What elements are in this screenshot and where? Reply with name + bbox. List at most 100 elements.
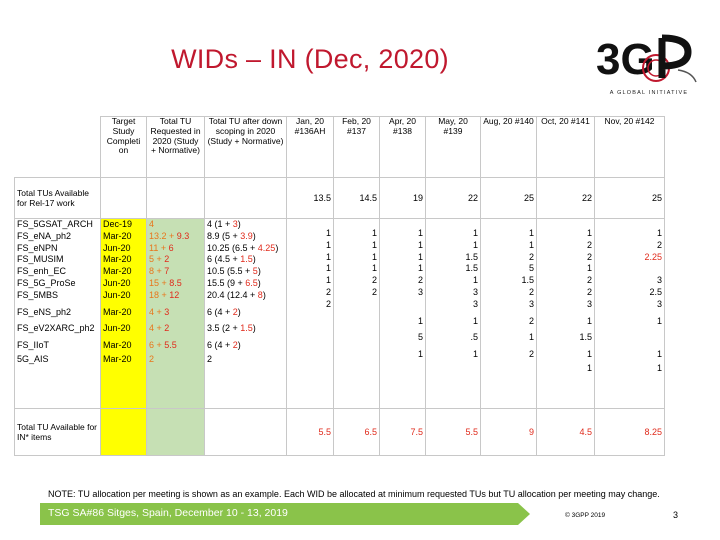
meeting-allocation: 2.5 [649,286,662,297]
total-value: 8.25 [594,408,665,456]
after-close: ) [252,230,256,241]
meeting-allocation [483,363,534,375]
meeting-allocation: 1 [472,349,478,360]
available-empty [204,177,287,219]
available-value: 14.5 [333,177,380,219]
requested-value: 13.2 + 9.3 [149,231,202,243]
header-meeting: Apr, 20 #138 [379,116,426,178]
after-increment: 2 [232,306,238,317]
meeting-allocation: 5 [528,263,534,274]
meeting-allocation [382,363,423,375]
after-base: 4 (1 + [207,219,233,230]
after-value: 3.5 (2 + 1.5) [207,323,284,335]
after-close: ) [275,242,279,253]
after-value: 6 (4.5 + 1.5) [207,254,284,266]
requested-increment: 9.3 [176,230,190,241]
meeting-allocation: 1 [528,332,534,343]
meeting-allocation: 3 [528,298,534,309]
meeting-allocation [336,363,377,375]
meeting-allocation: 1.5 [465,251,478,262]
meeting-allocation: 1 [417,251,423,262]
meeting-allocation: 1 [586,263,592,274]
target-date: Mar-20 [103,266,132,277]
meeting-allocation: 1 [371,228,377,238]
requested-base: 2 [149,353,155,364]
header-meeting: Feb, 20 #137 [333,116,380,178]
requested-value: 2 [149,354,202,366]
after-base: 20.4 (12.4 + [207,289,258,300]
target-date: Jun-20 [103,323,131,334]
after-base: 6 (4 + [207,306,233,317]
meeting-allocation: 2 [528,315,534,326]
wid-name: FS_5MBS [17,289,59,300]
footer-meeting: TSG SA#86 Sitges, Spain, December 10 - 1… [48,507,288,519]
meeting-allocation: 2 [325,298,331,309]
available-row: Total TUs Available for Rel-17 work 13.5… [14,177,665,219]
meeting-allocation: 1 [417,263,423,274]
header-after: Total TU after down scoping in 2020 (Stu… [204,116,287,178]
meeting-allocation: 1 [586,228,592,238]
meeting-allocation: 1 [325,251,331,262]
meeting-allocation: 2 [417,275,423,286]
after-close: ) [257,266,261,277]
wid-rows: FS_5GSAT_ARCH FS_eNA_ph2 FS_eNPN FS_MUSIM FS… [14,218,665,409]
meeting-allocation: 1 [586,349,592,360]
requested-increment: 3 [164,306,170,317]
after-base: 10.25 (6.5 + [207,242,258,253]
meeting-allocation: 2 [528,251,534,262]
requested-increment: 6 [168,242,174,253]
target-date: Mar-20 [103,340,132,351]
requested-value: 4 + 2 [149,323,202,335]
meeting-allocation: 3 [586,298,592,309]
after-base: 6 (4 + [207,340,233,351]
total-empty [204,408,287,456]
meeting-allocation: 1 [656,362,662,373]
meeting-allocation: 2 [528,349,534,360]
after-close: ) [257,277,261,288]
wid-name: FS_eNS_ph2 [17,306,72,317]
target-date: Dec-19 [103,219,133,230]
requested-increment: 8.5 [169,277,182,288]
target-date: Mar-20 [103,254,132,265]
after-increment: 1.5 [240,323,253,334]
header-meeting: Nov, 20 #142 [594,116,665,178]
meeting-allocation: 2 [586,286,592,297]
footer-bar [40,503,530,525]
meeting-cell: 1 2 2 1 2 2 3 1 1.5 1 1 [536,218,595,409]
requested-base: 6 + [149,340,165,351]
total-value: 7.5 [379,408,426,456]
requested-increment: 12 [169,289,180,300]
requested-base: 18 + [149,289,170,300]
after-value: 4 (1 + 3) [207,219,284,231]
meeting-allocation: .5 [470,332,478,343]
requested-base: 13.2 + [149,230,177,241]
requested-base: 11 + [149,242,169,253]
wid-name: FS_IIoT [17,340,50,351]
available-empty [100,177,147,219]
after-increment: 8 [257,289,263,300]
total-value: 5.5 [425,408,481,456]
meeting-allocation: 2 [586,251,592,262]
meeting-allocation: 1.5 [579,332,592,343]
after-increment: 1.5 [240,254,253,265]
total-empty [146,408,205,456]
meeting-allocation: 1 [656,315,662,326]
meeting-allocation: 1 [325,228,331,238]
available-empty [146,177,205,219]
requested-base: 15 + [149,277,170,288]
logo-tagline: A GLOBAL INITIATIVE [609,90,689,96]
after-scoping-cell: 4 (1 + 3) 8.9 (5 + 3.9) 10.25 (6.5 + 4.25)… [204,218,287,409]
total-value: 6.5 [333,408,380,456]
requested-increment: 2 [164,254,170,265]
requested-value: 4 + 3 [149,307,202,319]
after-value: 10.25 (6.5 + 4.25) [207,243,284,255]
available-value: 22 [536,177,595,219]
header-blank [14,116,101,178]
target-date: Jun-20 [103,289,131,300]
requested-base: 4 [149,219,155,230]
after-increment: 2 [232,340,238,351]
after-close: ) [237,306,241,317]
meeting-allocation: 2 [586,239,592,250]
header-meeting: Aug, 20 #140 [480,116,537,178]
